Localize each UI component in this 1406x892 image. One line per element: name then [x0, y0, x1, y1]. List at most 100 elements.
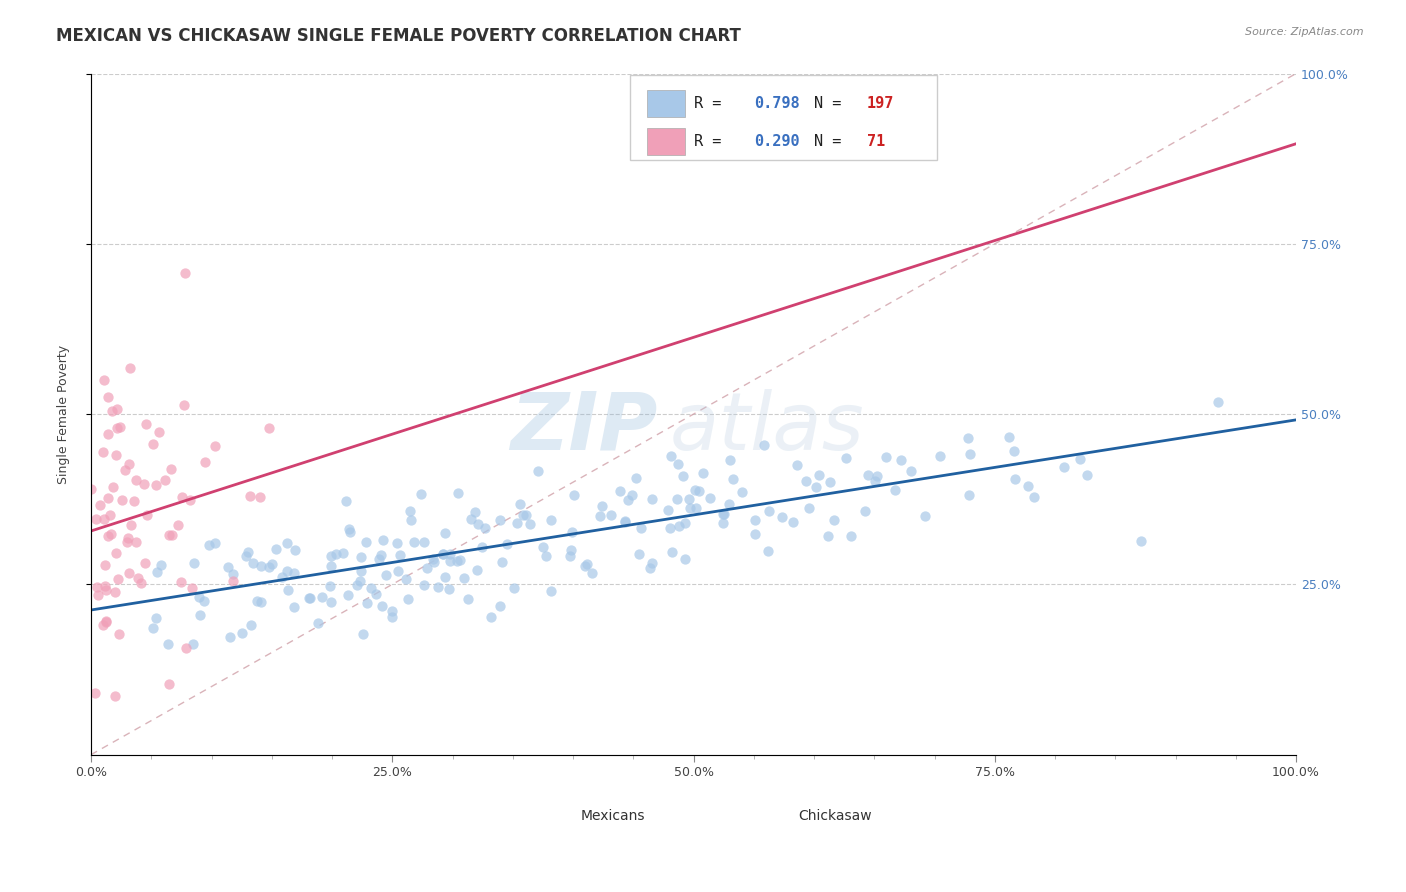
- Point: [465, 563, 488, 577]
- Point: [100, 527, 122, 541]
- Point: [264, 541, 287, 556]
- Point: [283, 600, 305, 615]
- Point: [683, 483, 706, 497]
- Point: [97, 390, 120, 404]
- Point: [122, 494, 145, 508]
- Point: [453, 571, 475, 585]
- Point: [665, 491, 688, 506]
- Point: [883, 483, 905, 497]
- Point: [370, 548, 392, 562]
- Point: [794, 475, 817, 489]
- FancyBboxPatch shape: [630, 75, 936, 160]
- Point: [222, 567, 245, 582]
- Point: [657, 503, 679, 517]
- Point: [659, 521, 682, 535]
- Point: [371, 533, 394, 547]
- Text: Chickasaw: Chickasaw: [799, 809, 872, 823]
- Point: [609, 483, 631, 498]
- Text: R =: R =: [693, 135, 730, 149]
- Point: [890, 452, 912, 467]
- Point: [560, 543, 582, 558]
- Point: [1069, 452, 1091, 467]
- Point: [673, 516, 696, 530]
- Point: [173, 398, 195, 412]
- Point: [1130, 533, 1153, 548]
- Point: [350, 564, 373, 578]
- Point: [613, 515, 636, 529]
- Point: [145, 478, 167, 492]
- Point: [503, 582, 526, 596]
- Point: [638, 561, 661, 575]
- Point: [86, 580, 108, 594]
- Point: [94, 614, 117, 628]
- Point: [806, 480, 828, 494]
- Point: [839, 529, 862, 543]
- Point: [107, 572, 129, 586]
- Point: [249, 490, 271, 504]
- Point: [371, 599, 394, 614]
- Point: [588, 508, 610, 523]
- Text: ZIP: ZIP: [510, 389, 658, 467]
- Point: [600, 508, 623, 522]
- Point: [246, 594, 269, 608]
- Point: [731, 485, 754, 500]
- Point: [337, 522, 360, 536]
- Point: [423, 555, 446, 569]
- Point: [381, 604, 404, 618]
- Point: [277, 582, 299, 597]
- Point: [491, 555, 513, 569]
- Point: [957, 488, 980, 502]
- Point: [853, 503, 876, 517]
- Point: [91, 444, 114, 458]
- Point: [711, 516, 734, 530]
- Point: [381, 609, 404, 624]
- Point: [145, 566, 167, 580]
- Point: [467, 516, 489, 531]
- Text: atlas: atlas: [669, 389, 865, 467]
- Point: [460, 512, 482, 526]
- Point: [83, 686, 105, 700]
- Point: [117, 531, 139, 545]
- Point: [104, 448, 127, 462]
- Point: [239, 489, 262, 503]
- Point: [758, 503, 780, 517]
- Point: [93, 373, 115, 387]
- Point: [439, 554, 461, 568]
- FancyBboxPatch shape: [647, 90, 685, 117]
- Text: N =: N =: [814, 135, 851, 149]
- Point: [866, 469, 889, 483]
- Point: [307, 616, 329, 631]
- Point: [174, 266, 197, 280]
- Point: [360, 582, 382, 596]
- Point: [404, 535, 426, 549]
- Point: [434, 526, 457, 541]
- Point: [249, 558, 271, 573]
- Point: [222, 574, 245, 589]
- Point: [170, 490, 193, 504]
- Point: [135, 417, 157, 431]
- Point: [101, 480, 124, 494]
- Point: [218, 630, 240, 644]
- Point: [276, 564, 298, 578]
- FancyBboxPatch shape: [752, 804, 789, 827]
- Point: [118, 566, 141, 580]
- Point: [413, 577, 436, 591]
- Point: [97, 529, 120, 543]
- Point: [125, 534, 148, 549]
- Point: [692, 467, 714, 481]
- Point: [181, 636, 204, 650]
- Point: [666, 458, 689, 472]
- Point: [204, 535, 226, 549]
- Point: [744, 526, 766, 541]
- Text: Source: ZipAtlas.com: Source: ZipAtlas.com: [1246, 27, 1364, 37]
- Point: [721, 472, 744, 486]
- Point: [145, 611, 167, 625]
- Point: [127, 571, 149, 585]
- Point: [640, 491, 662, 506]
- Point: [319, 580, 342, 594]
- Point: [187, 590, 209, 604]
- Point: [399, 513, 422, 527]
- Point: [96, 582, 118, 597]
- Point: [641, 556, 664, 570]
- Point: [673, 552, 696, 566]
